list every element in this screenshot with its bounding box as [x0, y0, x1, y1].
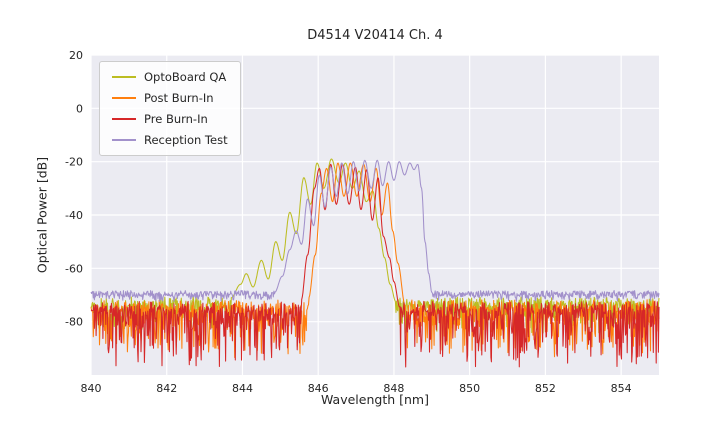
legend-item-post-burn-in: Post Burn-In: [112, 91, 228, 105]
series-line-reception-test: [90, 159, 660, 303]
legend-label: Reception Test: [144, 133, 228, 147]
x-tick-label: 852: [535, 382, 556, 395]
legend-item-reception-test: Reception Test: [112, 133, 228, 147]
legend-item-pre-burn-in: Pre Burn-In: [112, 112, 228, 126]
y-tick-label: -60: [65, 262, 83, 275]
legend-label: OptoBoard QA: [144, 70, 227, 84]
y-axis-label: Optical Power [dB]: [34, 156, 50, 274]
legend-label: Post Burn-In: [144, 91, 214, 105]
x-axis-label: Wavelength [nm]: [321, 392, 429, 407]
x-tick-label: 840: [81, 382, 102, 395]
y-tick-label: 0: [76, 102, 83, 115]
x-tick-label: 844: [232, 382, 253, 395]
legend-line-swatch: [112, 139, 136, 141]
y-tick-label: -80: [65, 316, 83, 329]
series-line-pre-burn-in: [90, 163, 660, 368]
x-tick-label: 848: [383, 382, 404, 395]
legend-line-swatch: [112, 76, 136, 78]
y-tick-label: -20: [65, 156, 83, 169]
legend-item-optoboard-qa: OptoBoard QA: [112, 70, 228, 84]
y-tick-label: -40: [65, 209, 83, 222]
legend-line-swatch: [112, 97, 136, 99]
legend-label: Pre Burn-In: [144, 112, 208, 126]
x-tick-label: 846: [308, 382, 329, 395]
x-tick-label: 842: [156, 382, 177, 395]
legend: OptoBoard QA Post Burn-In Pre Burn-In Recep…: [99, 61, 241, 156]
y-tick-label: 20: [69, 49, 83, 62]
x-tick-label: 854: [611, 382, 632, 395]
legend-line-swatch: [112, 118, 136, 120]
chart-title: D4514 V20414 Ch. 4: [307, 28, 443, 43]
x-tick-label: 850: [459, 382, 480, 395]
